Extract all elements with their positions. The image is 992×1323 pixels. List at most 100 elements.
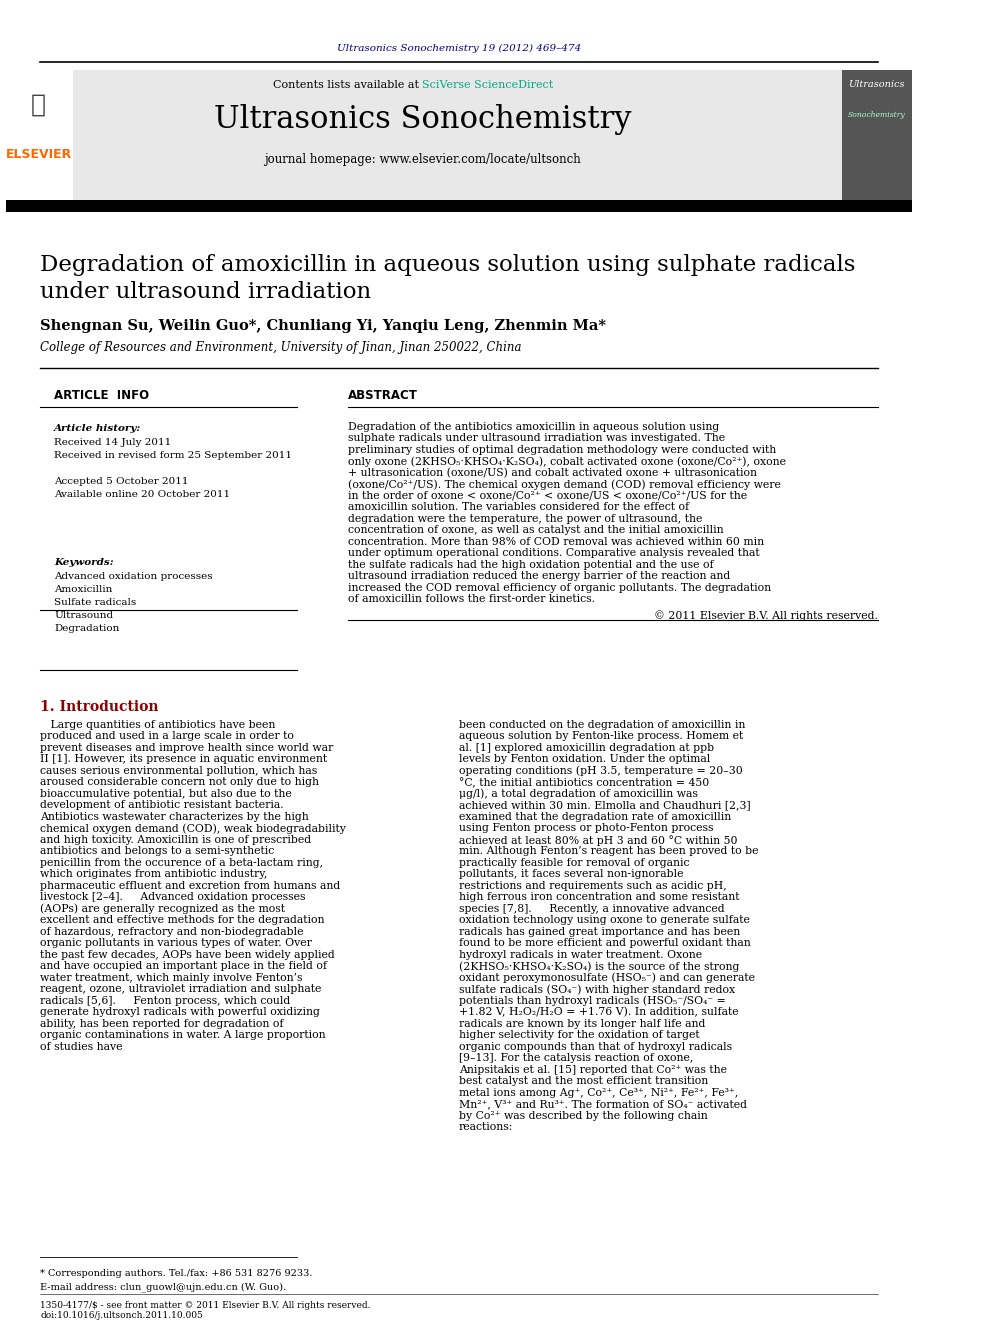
Text: radicals has gained great importance and has been: radicals has gained great importance and… — [459, 926, 740, 937]
Text: operating conditions (pH 3.5, temperature = 20–30: operating conditions (pH 3.5, temperatur… — [459, 766, 743, 777]
Text: prevent diseases and improve health since world war: prevent diseases and improve health sinc… — [41, 742, 333, 753]
Text: which originates from antibiotic industry,: which originates from antibiotic industr… — [41, 869, 268, 880]
Text: under ultrasound irradiation: under ultrasound irradiation — [41, 280, 372, 303]
Text: organic contaminations in water. A large proportion: organic contaminations in water. A large… — [41, 1031, 326, 1040]
Text: [9–13]. For the catalysis reaction of oxone,: [9–13]. For the catalysis reaction of ox… — [459, 1053, 693, 1064]
Text: Ultrasound: Ultrasound — [55, 611, 113, 619]
Text: Received in revised form 25 September 2011: Received in revised form 25 September 20… — [55, 451, 293, 460]
Text: radicals are known by its longer half life and: radicals are known by its longer half li… — [459, 1019, 705, 1028]
Text: penicillin from the occurence of a beta-lactam ring,: penicillin from the occurence of a beta-… — [41, 857, 323, 868]
Text: causes serious environmental pollution, which has: causes serious environmental pollution, … — [41, 766, 317, 775]
Text: Advanced oxidation processes: Advanced oxidation processes — [55, 572, 213, 581]
Text: organic pollutants in various types of water. Over: organic pollutants in various types of w… — [41, 938, 312, 949]
Text: produced and used in a large scale in order to: produced and used in a large scale in or… — [41, 732, 295, 741]
Text: Degradation of amoxicillin in aqueous solution using sulphate radicals: Degradation of amoxicillin in aqueous so… — [41, 254, 856, 277]
Text: Contents lists available at: Contents lists available at — [273, 79, 423, 90]
Text: higher selectivity for the oxidation of target: higher selectivity for the oxidation of … — [459, 1031, 699, 1040]
Text: 1350-4177/$ - see front matter © 2011 Elsevier B.V. All rights reserved.: 1350-4177/$ - see front matter © 2011 El… — [41, 1302, 371, 1311]
Text: by Co²⁺ was described by the following chain: by Co²⁺ was described by the following c… — [459, 1110, 708, 1121]
Text: species [7,8].     Recently, a innovative advanced: species [7,8]. Recently, a innovative ad… — [459, 904, 725, 914]
Text: excellent and effective methods for the degradation: excellent and effective methods for the … — [41, 916, 325, 925]
Text: of amoxicillin follows the first-order kinetics.: of amoxicillin follows the first-order k… — [348, 594, 595, 605]
Text: +1.82 V, H₂O₂/H₂O = +1.76 V). In addition, sulfate: +1.82 V, H₂O₂/H₂O = +1.76 V). In additio… — [459, 1007, 739, 1017]
Text: reagent, ozone, ultraviolet irradiation and sulphate: reagent, ozone, ultraviolet irradiation … — [41, 984, 321, 994]
Text: journal homepage: www.elsevier.com/locate/ultsonch: journal homepage: www.elsevier.com/locat… — [264, 153, 580, 167]
Text: the sulfate radicals had the high oxidation potential and the use of: the sulfate radicals had the high oxidat… — [348, 560, 713, 570]
Text: hydroxyl radicals in water treatment. Oxone: hydroxyl radicals in water treatment. Ox… — [459, 950, 702, 959]
Text: Amoxicillin: Amoxicillin — [55, 585, 112, 594]
Text: Accepted 5 October 2011: Accepted 5 October 2011 — [55, 476, 188, 486]
Text: ELSEVIER: ELSEVIER — [5, 148, 71, 161]
Text: © 2011 Elsevier B.V. All rights reserved.: © 2011 Elsevier B.V. All rights reserved… — [654, 610, 878, 620]
Text: Available online 20 October 2011: Available online 20 October 2011 — [55, 490, 230, 499]
Text: achieved at least 80% at pH 3 and 60 °C within 50: achieved at least 80% at pH 3 and 60 °C … — [459, 835, 737, 845]
Text: ability, has been reported for degradation of: ability, has been reported for degradati… — [41, 1019, 284, 1028]
Text: generate hydroxyl radicals with powerful oxidizing: generate hydroxyl radicals with powerful… — [41, 1007, 320, 1017]
FancyBboxPatch shape — [6, 70, 72, 200]
Text: Degradation: Degradation — [55, 623, 120, 632]
Text: the past few decades, AOPs have been widely applied: the past few decades, AOPs have been wid… — [41, 950, 335, 959]
Text: preliminary studies of optimal degradation methodology were conducted with: preliminary studies of optimal degradati… — [348, 445, 776, 455]
Text: practically feasible for removal of organic: practically feasible for removal of orga… — [459, 857, 689, 868]
Text: College of Resources and Environment, University of Jinan, Jinan 250022, China: College of Resources and Environment, Un… — [41, 341, 522, 355]
Text: of hazardous, refractory and non-biodegradable: of hazardous, refractory and non-biodegr… — [41, 926, 304, 937]
Text: Degradation of the antibiotics amoxicillin in aqueous solution using: Degradation of the antibiotics amoxicill… — [348, 422, 719, 431]
Text: al. [1] explored amoxicillin degradation at ppb: al. [1] explored amoxicillin degradation… — [459, 742, 714, 753]
Text: oxidant peroxymonosulfate (HSO₅⁻) and can generate: oxidant peroxymonosulfate (HSO₅⁻) and ca… — [459, 972, 755, 983]
Text: livestock [2–4].     Advanced oxidation processes: livestock [2–4]. Advanced oxidation proc… — [41, 892, 306, 902]
Text: (oxone/Co²⁺/US). The chemical oxygen demand (COD) removal efficiency were: (oxone/Co²⁺/US). The chemical oxygen dem… — [348, 479, 781, 490]
Text: potentials than hydroxyl radicals (HSO₅⁻/SO₄⁻ =: potentials than hydroxyl radicals (HSO₅⁻… — [459, 996, 726, 1007]
Text: Antibiotics wastewater characterizes by the high: Antibiotics wastewater characterizes by … — [41, 812, 310, 822]
Text: antibiotics and belongs to a semi-synthetic: antibiotics and belongs to a semi-synthe… — [41, 847, 275, 856]
Text: sulfate radicals (SO₄⁻) with higher standard redox: sulfate radicals (SO₄⁻) with higher stan… — [459, 984, 735, 995]
Text: (AOPs) are generally recognized as the most: (AOPs) are generally recognized as the m… — [41, 904, 286, 914]
Text: ABSTRACT: ABSTRACT — [348, 389, 418, 402]
Text: SciVerse ScienceDirect: SciVerse ScienceDirect — [423, 79, 554, 90]
Text: development of antibiotic resistant bacteria.: development of antibiotic resistant bact… — [41, 800, 284, 810]
FancyBboxPatch shape — [72, 70, 842, 200]
Text: and have occupied an important place in the field of: and have occupied an important place in … — [41, 960, 327, 971]
Text: high ferrous iron concentration and some resistant: high ferrous iron concentration and some… — [459, 892, 740, 902]
Text: pharmaceutic effluent and excretion from humans and: pharmaceutic effluent and excretion from… — [41, 881, 340, 890]
Text: increased the COD removal efficiency of organic pollutants. The degradation: increased the COD removal efficiency of … — [348, 582, 771, 593]
Text: in the order of oxone < oxone/Co²⁺ < oxone/US < oxone/Co²⁺/US for the: in the order of oxone < oxone/Co²⁺ < oxo… — [348, 491, 747, 501]
Text: Mn²⁺, V³⁺ and Ru³⁺. The formation of SO₄⁻ activated: Mn²⁺, V³⁺ and Ru³⁺. The formation of SO₄… — [459, 1099, 747, 1109]
Text: 1. Introduction: 1. Introduction — [41, 700, 159, 713]
Text: sulphate radicals under ultrasound irradiation was investigated. The: sulphate radicals under ultrasound irrad… — [348, 434, 725, 443]
Text: + ultrasonication (oxone/US) and cobalt activated oxone + ultrasonication: + ultrasonication (oxone/US) and cobalt … — [348, 468, 757, 478]
Text: metal ions among Ag⁺, Co²⁺, Ce³⁺, Ni²⁺, Fe²⁺, Fe³⁺,: metal ions among Ag⁺, Co²⁺, Ce³⁺, Ni²⁺, … — [459, 1088, 738, 1098]
Text: chemical oxygen demand (COD), weak biodegradability: chemical oxygen demand (COD), weak biode… — [41, 823, 346, 833]
Text: Sonochemistry: Sonochemistry — [848, 111, 906, 119]
Text: levels by Fenton oxidation. Under the optimal: levels by Fenton oxidation. Under the op… — [459, 754, 710, 765]
Text: 🌳: 🌳 — [31, 93, 46, 116]
Text: Ultrasonics Sonochemistry: Ultrasonics Sonochemistry — [213, 105, 631, 135]
Text: of studies have: of studies have — [41, 1041, 123, 1052]
Text: doi:10.1016/j.ultsonch.2011.10.005: doi:10.1016/j.ultsonch.2011.10.005 — [41, 1311, 203, 1320]
Text: μg/l), a total degradation of amoxicillin was: μg/l), a total degradation of amoxicilli… — [459, 789, 698, 799]
Text: amoxicillin solution. The variables considered for the effect of: amoxicillin solution. The variables cons… — [348, 503, 689, 512]
Text: Shengnan Su, Weilin Guo*, Chunliang Yi, Yanqiu Leng, Zhenmin Ma*: Shengnan Su, Weilin Guo*, Chunliang Yi, … — [41, 319, 606, 333]
Text: best catalyst and the most efficient transition: best catalyst and the most efficient tra… — [459, 1076, 708, 1086]
Text: and high toxicity. Amoxicillin is one of prescribed: and high toxicity. Amoxicillin is one of… — [41, 835, 311, 844]
Text: degradation were the temperature, the power of ultrasound, the: degradation were the temperature, the po… — [348, 513, 702, 524]
Text: II [1]. However, its presence in aquatic environment: II [1]. However, its presence in aquatic… — [41, 754, 327, 765]
Text: water treatment, which mainly involve Fenton’s: water treatment, which mainly involve Fe… — [41, 972, 303, 983]
Text: * Corresponding authors. Tel./fax: +86 531 8276 9233.: * Corresponding authors. Tel./fax: +86 5… — [41, 1270, 312, 1278]
Text: using Fenton process or photo-Fenton process: using Fenton process or photo-Fenton pro… — [459, 823, 713, 833]
Text: radicals [5,6].     Fenton process, which could: radicals [5,6]. Fenton process, which co… — [41, 996, 291, 1005]
Text: °C, the initial antibiotics concentration = 450: °C, the initial antibiotics concentratio… — [459, 777, 709, 787]
Text: oxidation technology using oxone to generate sulfate: oxidation technology using oxone to gene… — [459, 916, 750, 925]
Text: concentration. More than 98% of COD removal was achieved within 60 min: concentration. More than 98% of COD remo… — [348, 537, 764, 546]
Text: concentration of oxone, as well as catalyst and the initial amoxicillin: concentration of oxone, as well as catal… — [348, 525, 723, 536]
Text: reactions:: reactions: — [459, 1122, 514, 1132]
Text: restrictions and requirements such as acidic pH,: restrictions and requirements such as ac… — [459, 881, 727, 890]
Text: examined that the degradation rate of amoxicillin: examined that the degradation rate of am… — [459, 812, 731, 822]
Text: (2KHSO₅·KHSO₄·K₂SO₄) is the source of the strong: (2KHSO₅·KHSO₄·K₂SO₄) is the source of th… — [459, 960, 739, 971]
Text: E-mail address: clun_guowl@ujn.edu.cn (W. Guo).: E-mail address: clun_guowl@ujn.edu.cn (W… — [41, 1282, 287, 1293]
Text: ARTICLE  INFO: ARTICLE INFO — [55, 389, 149, 402]
Text: aqueous solution by Fenton-like process. Homem et: aqueous solution by Fenton-like process.… — [459, 732, 743, 741]
FancyBboxPatch shape — [842, 70, 912, 200]
Text: Ultrasonics: Ultrasonics — [848, 81, 905, 90]
Text: pollutants, it faces several non-ignorable: pollutants, it faces several non-ignorab… — [459, 869, 683, 880]
Text: Received 14 July 2011: Received 14 July 2011 — [55, 438, 172, 447]
